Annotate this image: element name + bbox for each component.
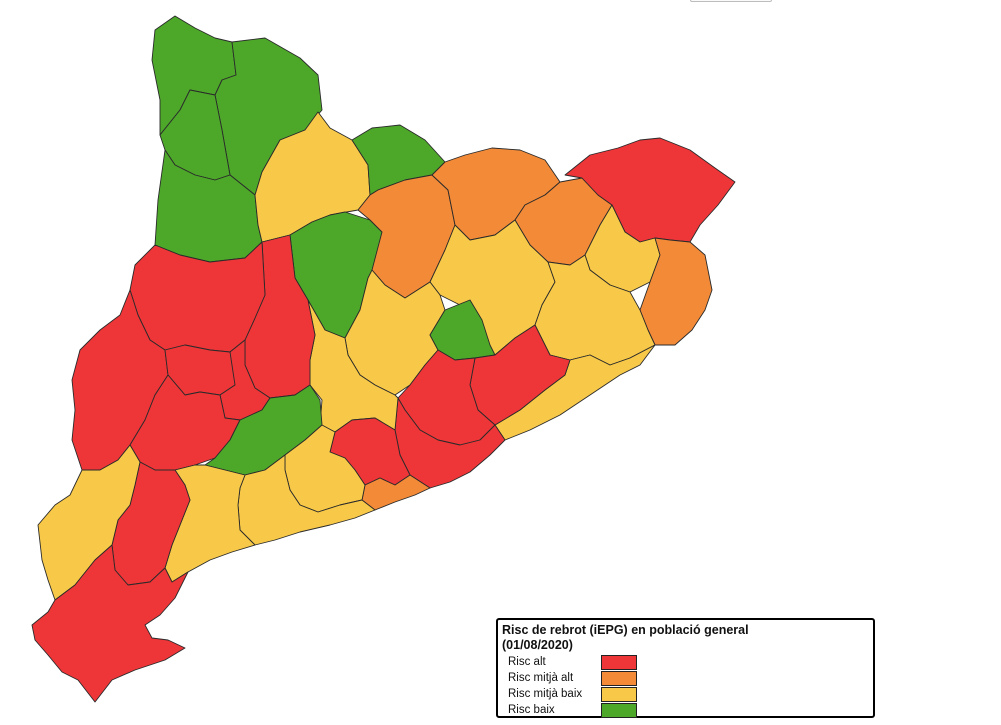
legend-swatch — [601, 687, 637, 702]
legend-label: Risc mitjà alt — [508, 672, 574, 684]
legend-label: Risc mitjà baix — [508, 688, 583, 700]
legend-item-risc-baix: Risc baix — [508, 703, 868, 720]
legend-title: Risc de rebrot (iEPG) en població genera… — [502, 623, 749, 652]
legend-item-risc-mitja-alt: Risc mitjà alt — [508, 671, 868, 688]
region-baix-emporda[interactable] — [639, 237, 713, 346]
region-baix-ebre[interactable] — [31, 544, 189, 703]
map-legend: Risc de rebrot (iEPG) en població genera… — [496, 618, 875, 718]
legend-swatch — [601, 655, 637, 670]
legend-swatch — [601, 671, 637, 686]
legend-swatch — [601, 703, 637, 718]
map-control[interactable] — [690, 0, 772, 2]
legend-item-risc-alt: Risc alt — [508, 655, 868, 672]
legend-label: Risc alt — [508, 656, 546, 668]
legend-label: Risc baix — [508, 704, 555, 716]
legend-item-risc-mitja-baix: Risc mitjà baix — [508, 687, 868, 704]
